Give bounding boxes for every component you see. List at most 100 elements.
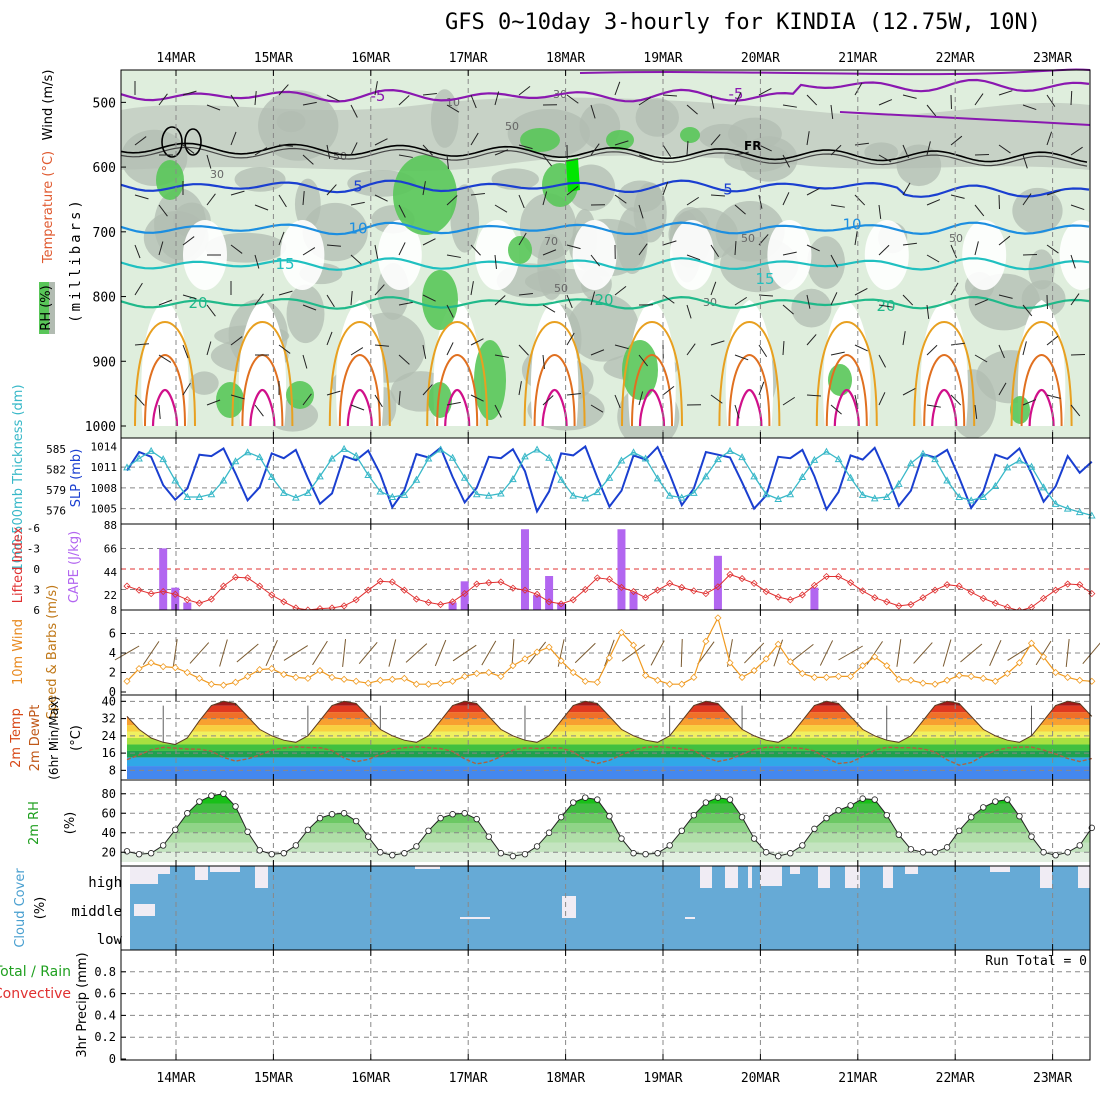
wind-barb: [830, 404, 842, 415]
date-label-bottom: 15MAR: [254, 1071, 293, 1086]
rh2m-point: [570, 799, 577, 806]
wind-speed-point: [545, 643, 553, 651]
wind-barb-10m: [1065, 639, 1070, 667]
wind-barb-10m: [604, 639, 615, 667]
rh-dry-patch: [962, 220, 1007, 290]
lifted-index-point: [533, 590, 541, 598]
wind-barb: [638, 204, 644, 219]
cape-bar: [713, 555, 722, 610]
wind-speed-point: [171, 664, 179, 672]
wind-barb: [782, 104, 797, 108]
wind-speed-point: [449, 677, 457, 685]
wind-speed-point: [231, 678, 240, 686]
date-label-bottom: 14MAR: [156, 1071, 195, 1086]
lifted-index-point: [895, 602, 903, 610]
wind-barb: [1070, 146, 1083, 156]
rh2m-point: [533, 843, 541, 850]
wind-barb: [614, 394, 621, 409]
precip-panel-bg: [121, 950, 1090, 1060]
rh-dry-patch: [183, 220, 227, 290]
wind-barb: [182, 90, 197, 96]
rh-moist-area: [428, 382, 452, 418]
cloud-gap: [748, 866, 752, 888]
slp-tick-label: 1005: [91, 503, 118, 516]
thickness-tick-label: 585: [46, 443, 66, 456]
wind-barb: [854, 82, 863, 96]
thickness-point: [183, 492, 192, 500]
wind-barb: [494, 354, 509, 358]
wind-barb: [278, 231, 285, 246]
wind-barb: [998, 382, 1007, 396]
wind-speed-point: [810, 673, 818, 681]
wind-barb: [134, 394, 145, 406]
thickness-point: [147, 446, 155, 454]
rh2m-point: [702, 799, 710, 806]
wind-barb: [494, 295, 506, 306]
rh-moist-area: [422, 270, 458, 330]
isotherm-label: 10: [348, 220, 367, 238]
wind-barb-10m: [405, 643, 428, 663]
wind-barb: [446, 304, 454, 318]
precip-legend-rain: Total / Rain: [0, 964, 71, 980]
wind-barb: [302, 304, 317, 311]
wind-barb: [134, 282, 143, 296]
isotherm-warm-loop: [621, 320, 683, 427]
wind-barb: [1046, 131, 1053, 146]
chart-title: GFS 0~10day 3-hourly for KINDIA (12.75W,…: [445, 10, 1042, 35]
wind-barb: [326, 390, 341, 396]
wind-barb: [782, 340, 785, 356]
wind-barb: [734, 296, 748, 306]
wind-speed-point: [642, 671, 650, 679]
rh-moist-area: [680, 127, 700, 143]
wind-barb: [326, 294, 335, 308]
date-label-bottom: 18MAR: [546, 1071, 585, 1086]
isotherm-label: -5: [371, 87, 386, 105]
wind-barb: [206, 399, 221, 406]
rh-contour-label: 70: [544, 235, 558, 248]
wind-speed-point: [147, 659, 155, 667]
lifted-index-point: [642, 594, 650, 602]
rh2m-point: [738, 813, 746, 821]
pressure-axis-label: (millibars): [68, 197, 84, 323]
rh2m-tick-label: 80: [102, 787, 116, 801]
wind-barb: [806, 131, 810, 146]
wind-barb: [830, 254, 839, 268]
wind-barb: [230, 131, 237, 146]
thickness-point: [352, 451, 360, 459]
temp-line: [126, 700, 1093, 746]
lifted-index-point: [340, 602, 348, 610]
thickness-point: [424, 454, 433, 462]
wind-barb: [710, 281, 717, 296]
rh2m-point: [316, 814, 324, 822]
wind-speed-point: [292, 673, 300, 681]
wind-barb: [422, 181, 426, 196]
wind-barb: [686, 140, 689, 156]
wind-speed-point: [244, 672, 252, 680]
temp-band: [127, 766, 1090, 779]
rh2m-point: [1016, 812, 1023, 820]
wind-speed-point: [436, 679, 445, 687]
li-tick-label: -3: [27, 543, 40, 556]
temp-tick-label: 24: [102, 729, 116, 743]
lifted-index-point: [424, 598, 433, 607]
isotherm-warm-loop: [134, 320, 196, 427]
wind-barb: [494, 404, 502, 418]
run-total-label: Run Total = 0: [985, 954, 1087, 969]
lifted-index-point: [135, 586, 143, 594]
wind-speed-point: [629, 641, 638, 649]
cloud-gap: [121, 866, 130, 950]
cloud-unit-label: (%): [33, 897, 48, 920]
wind-barb: [662, 385, 675, 396]
wind-barb: [230, 244, 243, 254]
wind-barb: [854, 344, 868, 352]
rh2m-point: [425, 827, 432, 834]
wind-barb: [446, 254, 461, 258]
wind-speed-point: [859, 662, 867, 670]
wind-barb: [302, 191, 305, 206]
wind-barb: [686, 254, 701, 261]
wind-barb: [734, 240, 737, 256]
wind-speed-point: [497, 672, 505, 680]
cloud-gap: [460, 917, 490, 919]
thickness-point: [967, 496, 976, 504]
temp-band: [127, 750, 1090, 758]
